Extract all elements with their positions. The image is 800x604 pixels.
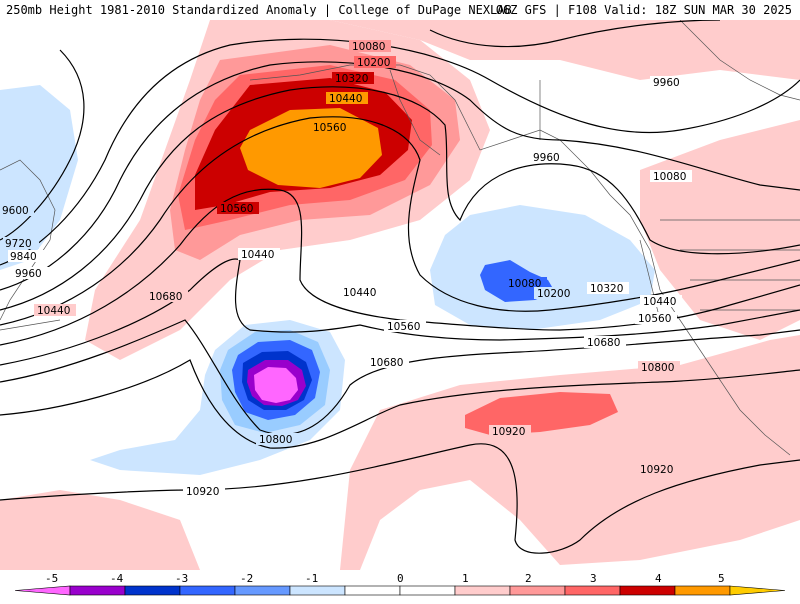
colorbar-swatch xyxy=(564,585,621,596)
contour-label: 10320 xyxy=(590,283,623,295)
colorbar-tick-label: -2 xyxy=(240,572,253,585)
colorbar-tick-label: 2 xyxy=(525,572,532,585)
contour-label: 10920 xyxy=(186,486,219,498)
contour-line xyxy=(0,359,800,449)
colorbar-tick-label: -4 xyxy=(110,572,124,585)
contour-label: 9960 xyxy=(15,268,42,280)
colorbar-swatch xyxy=(289,585,346,596)
colorbar-swatch xyxy=(344,585,401,596)
colorbar-swatch xyxy=(674,585,731,596)
colorbar-tick-label: 1 xyxy=(462,572,469,585)
contour-line xyxy=(429,20,721,48)
colorbar-swatch xyxy=(179,585,236,596)
colorbar-tick-labels: -5 -4 -3 -2 -1 0 1 2 3 4 5 xyxy=(45,572,725,585)
contour-label: 10560 xyxy=(313,122,346,134)
colorbar-svg: -5 -4 -3 -2 -1 0 1 2 3 4 5 xyxy=(14,572,786,596)
contour-label: 10680 xyxy=(587,337,620,349)
anomaly-pos1-south xyxy=(340,335,800,570)
contour-label: 10200 xyxy=(357,57,390,69)
contour-label: 10680 xyxy=(370,357,403,369)
anomaly-pos1-sw xyxy=(0,490,200,570)
colorbar-swatches xyxy=(14,585,786,596)
anomaly-map: 10080 10200 10320 10440 10560 10560 1044… xyxy=(0,20,800,570)
contour-line xyxy=(0,188,800,346)
colorbar-swatch xyxy=(399,585,456,596)
contour-label: 9960 xyxy=(653,77,680,89)
colorbar-tick-label: 0 xyxy=(397,572,404,585)
header-bar: 250mb Height 1981-2010 Standardized Anom… xyxy=(0,0,800,20)
anomaly-shading xyxy=(0,20,800,570)
colorbar-tick-label: -1 xyxy=(305,572,318,585)
contour-label: 9960 xyxy=(533,152,560,164)
contour-label: 10560 xyxy=(638,313,671,325)
colorbar: -5 -4 -3 -2 -1 0 1 2 3 4 5 xyxy=(0,570,800,600)
contour-line xyxy=(0,49,85,241)
contour-label: 10920 xyxy=(492,426,525,438)
colorbar-swatch xyxy=(69,585,126,596)
contour-label: 10920 xyxy=(640,464,673,476)
colorbar-swatch xyxy=(729,585,786,596)
contour-labels: 10080 10200 10320 10440 10560 10560 1044… xyxy=(0,40,692,498)
contour-label: 10800 xyxy=(259,434,292,446)
contour-line xyxy=(0,116,800,326)
model-valid-time: 06Z GFS | F108 Valid: 18Z SUN MAR 30 202… xyxy=(495,3,792,17)
contour-label: 10680 xyxy=(149,291,182,303)
contour-label: 9720 xyxy=(5,238,32,250)
contour-label: 10080 xyxy=(352,41,385,53)
anomaly-pos1-north xyxy=(330,20,800,80)
coastlines-borders xyxy=(0,20,800,456)
colorbar-swatch xyxy=(509,585,566,596)
contour-line xyxy=(0,86,800,311)
colorbar-tick-label: 3 xyxy=(590,572,597,585)
anomaly-neg6-south xyxy=(254,367,298,403)
colorbar-tick-label: 4 xyxy=(655,572,662,585)
colorbar-swatch xyxy=(234,585,291,596)
contour-label: 10800 xyxy=(641,362,674,374)
contour-line xyxy=(0,443,800,554)
contour-label: 10320 xyxy=(335,73,368,85)
contour-label: 9600 xyxy=(2,205,29,217)
contour-label: 10440 xyxy=(329,93,362,105)
colorbar-swatch xyxy=(14,585,71,596)
colorbar-tick-label: 5 xyxy=(718,572,725,585)
colorbar-tick-label: -5 xyxy=(45,572,58,585)
anomaly-pos3-pacific xyxy=(465,392,618,435)
contour-label: 10080 xyxy=(508,278,541,290)
colorbar-swatch xyxy=(124,585,181,596)
product-title: 250mb Height 1981-2010 Standardized Anom… xyxy=(6,3,512,17)
anomaly-neg1-east xyxy=(430,205,655,330)
contour-label: 9840 xyxy=(10,251,37,263)
contour-label: 10080 xyxy=(653,171,686,183)
contour-label: 10560 xyxy=(387,321,420,333)
colorbar-swatch xyxy=(619,585,676,596)
contour-label: 10200 xyxy=(537,288,570,300)
colorbar-swatch xyxy=(454,585,511,596)
anomaly-neg1-west xyxy=(0,85,78,270)
contour-label: 10440 xyxy=(37,305,70,317)
colorbar-tick-label: -3 xyxy=(175,572,188,585)
contour-label: 10440 xyxy=(343,287,376,299)
contour-label: 10440 xyxy=(643,296,676,308)
contour-label: 10440 xyxy=(241,249,274,261)
contour-label: 10560 xyxy=(220,203,253,215)
